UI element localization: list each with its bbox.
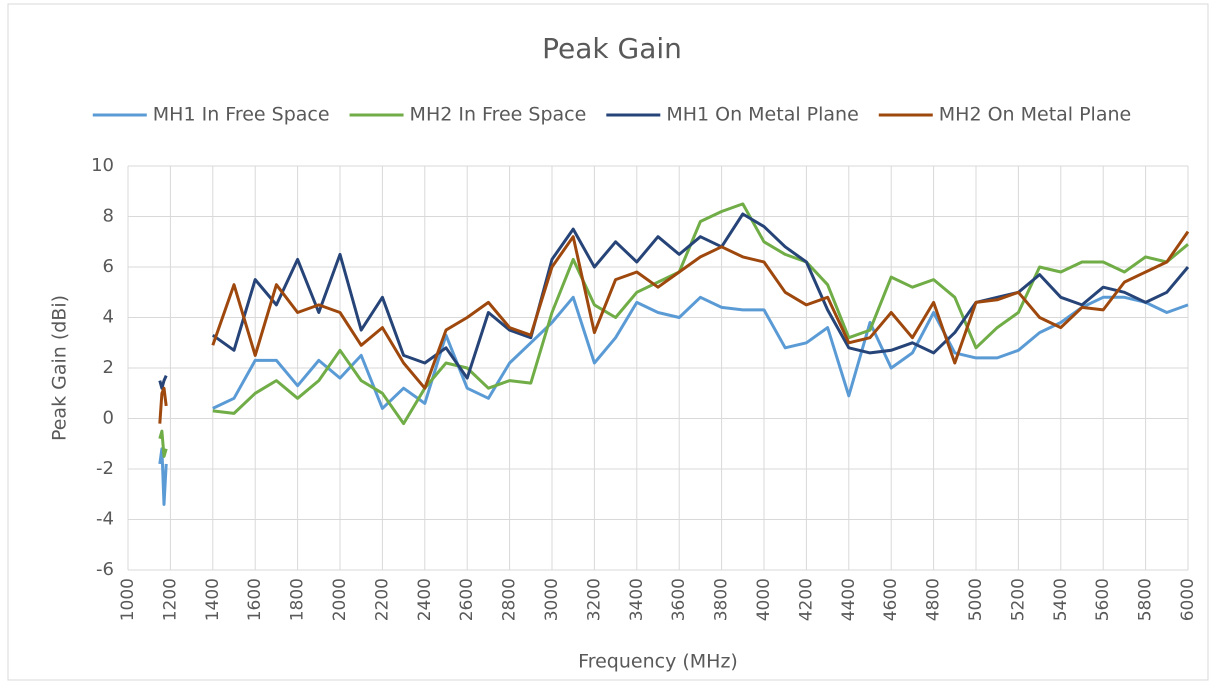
x-tick-label: 4200 <box>796 578 816 621</box>
x-tick-label: 1600 <box>245 578 265 621</box>
legend-label: MH1 In Free Space <box>153 104 330 126</box>
x-tick-label: 4000 <box>754 578 774 621</box>
x-tick-label: 1000 <box>118 578 138 621</box>
x-tick-label: 5600 <box>1093 578 1113 621</box>
y-tick-label: 2 <box>103 357 114 378</box>
x-tick-label: 3600 <box>669 578 689 621</box>
x-tick-label: 5400 <box>1051 578 1071 621</box>
chart-border <box>7 3 1209 681</box>
y-tick-label: 4 <box>103 307 114 328</box>
x-tick-label: 2000 <box>330 578 350 621</box>
x-tick-label: 3400 <box>627 578 647 621</box>
y-tick-label: -6 <box>96 559 114 580</box>
legend-label: MH2 On Metal Plane <box>939 104 1131 126</box>
y-tick-label: 8 <box>103 206 114 227</box>
x-tick-label: 1400 <box>203 578 223 621</box>
y-tick-label: 10 <box>91 155 114 176</box>
y-tick-label: -4 <box>96 509 114 530</box>
series-line <box>158 212 1190 390</box>
x-tick-label: 1200 <box>160 578 180 621</box>
x-tick-label: 2600 <box>457 578 477 621</box>
x-tick-label: 4800 <box>924 578 944 621</box>
x-tick-label: 4600 <box>881 578 901 621</box>
y-axis-title: Peak Gain (dBi) <box>49 295 71 441</box>
x-tick-label: 5800 <box>1136 578 1156 621</box>
x-tick-label: 6000 <box>1178 578 1198 621</box>
x-tick-label: 2200 <box>372 578 392 621</box>
x-tick-label: 2800 <box>500 578 520 621</box>
x-tick-label: 1800 <box>288 578 308 621</box>
x-tick-label: 4400 <box>839 578 859 621</box>
x-tick-label: 2400 <box>415 578 435 621</box>
x-tick-label: 5200 <box>1008 578 1028 621</box>
x-tick-label: 5000 <box>966 578 986 621</box>
x-tick-label: 3000 <box>542 578 562 621</box>
x-tick-label: 3200 <box>584 578 604 621</box>
legend-label: MH2 In Free Space <box>410 104 587 126</box>
y-tick-label: 6 <box>103 256 114 277</box>
x-tick-label: 3800 <box>712 578 732 621</box>
chart-title: Peak Gain <box>542 32 682 65</box>
y-tick-label: 0 <box>103 408 114 429</box>
x-axis-title: Frequency (MHz) <box>578 651 738 673</box>
legend-label: MH1 On Metal Plane <box>666 104 858 126</box>
y-tick-label: -2 <box>96 458 114 479</box>
series-line <box>158 202 1189 458</box>
series-line <box>158 230 1190 424</box>
